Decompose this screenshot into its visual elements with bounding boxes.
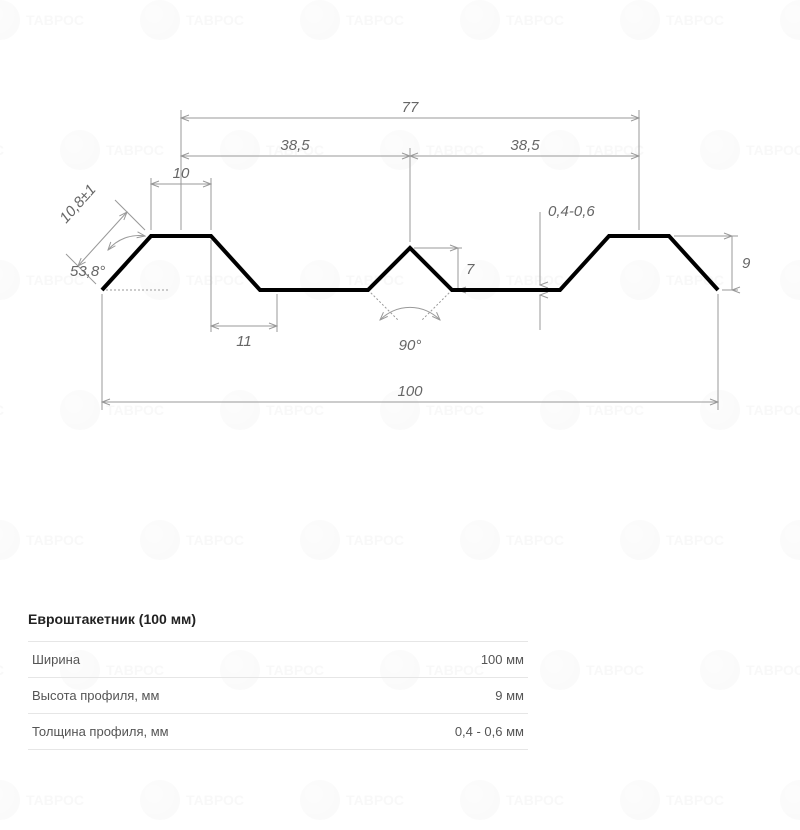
watermark-item: ТАВРОС xyxy=(540,640,660,700)
watermark-icon xyxy=(0,780,20,820)
dim-100-label: 100 xyxy=(397,383,423,400)
spec-title: Евроштакетник (100 мм) xyxy=(28,611,528,627)
angle-90 xyxy=(380,307,440,320)
watermark-text: ТАВРОС xyxy=(666,792,724,808)
dim-left-half-label: 38,5 xyxy=(280,137,310,154)
dim-10-label: 10 xyxy=(173,165,190,182)
profile-polyline xyxy=(102,236,718,290)
watermark-item: ТАВРОС xyxy=(0,770,100,830)
watermark-icon xyxy=(460,780,500,820)
dim-77-label: 77 xyxy=(402,99,419,116)
dim-9-label: 9 xyxy=(742,255,751,272)
angle-53-8-label: 53,8° xyxy=(70,263,105,280)
watermark-item: ТАВРОС xyxy=(0,640,20,700)
watermark-text: ТАВРОС xyxy=(746,662,800,678)
spec-table: Евроштакетник (100 мм) Ширина 100 мм Выс… xyxy=(28,611,528,750)
watermark-item: ТАВРОС xyxy=(700,640,800,700)
watermark-icon xyxy=(540,650,580,690)
ext-line xyxy=(422,290,452,320)
profile-diagram: 77 38,5 38,5 10 10,8±1 53,8° 11 90° xyxy=(0,0,800,560)
angle-90-label: 90° xyxy=(399,337,422,354)
watermark-icon xyxy=(620,780,660,820)
ext-line xyxy=(115,200,145,230)
dim-thickness-label: 0,4-0,6 xyxy=(548,203,595,220)
watermark-item: ТАВРОС xyxy=(620,770,740,830)
watermark-text: ТАВРОС xyxy=(26,792,84,808)
watermark-item: ТАВРОС xyxy=(300,770,420,830)
watermark-icon xyxy=(700,650,740,690)
watermark-icon xyxy=(780,780,800,820)
ext-line xyxy=(368,290,398,320)
watermark-item: ТАВРОС xyxy=(140,770,260,830)
watermark-item: ТАВРОС xyxy=(780,770,800,830)
spec-label: Толщина профиля, мм xyxy=(32,724,404,739)
spec-value: 0,4 - 0,6 мм xyxy=(404,724,524,739)
watermark-text: ТАВРОС xyxy=(506,792,564,808)
spec-value: 100 мм xyxy=(404,652,524,667)
spec-row-height: Высота профиля, мм 9 мм xyxy=(28,677,528,713)
watermark-text: ТАВРОС xyxy=(186,792,244,808)
dim-7-label: 7 xyxy=(466,261,475,278)
watermark-icon xyxy=(300,780,340,820)
watermark-item: ТАВРОС xyxy=(460,770,580,830)
dim-10-8-label: 10,8±1 xyxy=(56,181,99,226)
spec-row-width: Ширина 100 мм xyxy=(28,641,528,677)
spec-label: Высота профиля, мм xyxy=(32,688,404,703)
spec-value: 9 мм xyxy=(404,688,524,703)
spec-row-thickness: Толщина профиля, мм 0,4 - 0,6 мм xyxy=(28,713,528,750)
watermark-text: ТАВРОС xyxy=(0,662,4,678)
spec-label: Ширина xyxy=(32,652,404,667)
dim-right-half-label: 38,5 xyxy=(510,137,540,154)
watermark-text: ТАВРОС xyxy=(586,662,644,678)
watermark-icon xyxy=(140,780,180,820)
dim-11-label: 11 xyxy=(236,333,252,350)
dim-10-8 xyxy=(78,212,127,266)
watermark-text: ТАВРОС xyxy=(346,792,404,808)
